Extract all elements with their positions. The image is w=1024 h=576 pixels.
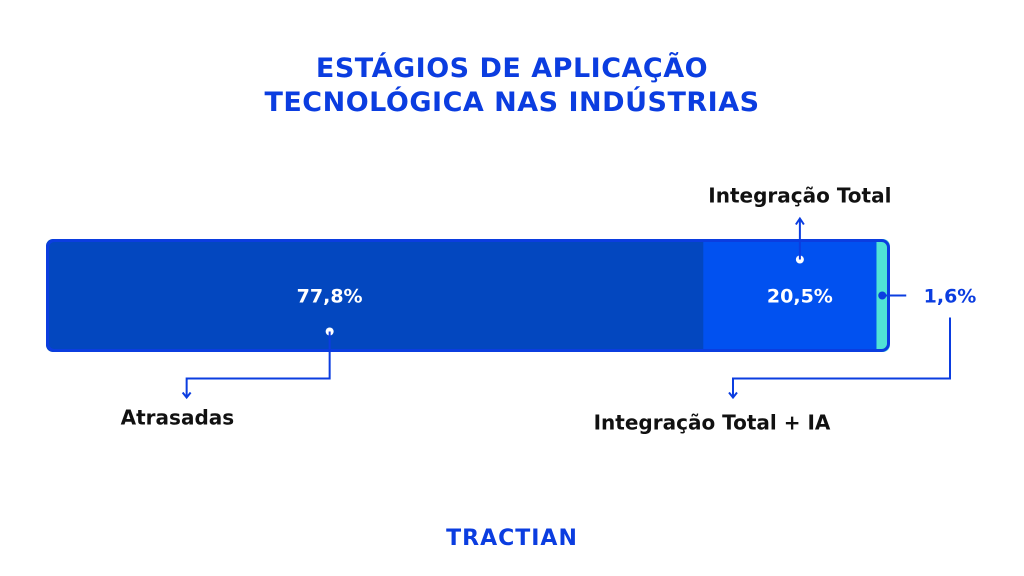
tractian-logo: TRACTIAN xyxy=(446,526,578,551)
bar-segment-2 xyxy=(703,239,877,352)
category-label-integracao-ia: Integração Total + IA xyxy=(594,411,831,435)
value-label-integracao-ia: 1,6% xyxy=(924,286,977,308)
category-label-atrasadas: Atrasadas xyxy=(121,406,235,430)
value-label-atrasadas: 77,8% xyxy=(297,286,363,308)
chart-title: ESTÁGIOS DE APLICAÇÃO TECNOLÓGICA NAS IN… xyxy=(0,52,1024,120)
connector-line-integracao-ia xyxy=(732,317,951,397)
chart-title-line-2: TECNOLÓGICA NAS INDÚSTRIAS xyxy=(264,87,760,118)
connector-arrow-integracao-total xyxy=(795,216,805,226)
connector-arrow-integracao-ia xyxy=(728,391,738,400)
connector-line-atrasadas xyxy=(185,331,331,397)
bar-segment-1 xyxy=(46,239,704,352)
category-label-integracao-total: Integração Total xyxy=(708,184,891,208)
connector-arrow-atrasadas xyxy=(181,391,192,400)
chart-title-line-1: ESTÁGIOS DE APLICAÇÃO xyxy=(315,53,709,84)
value-label-integracao-total: 20,5% xyxy=(767,286,833,308)
